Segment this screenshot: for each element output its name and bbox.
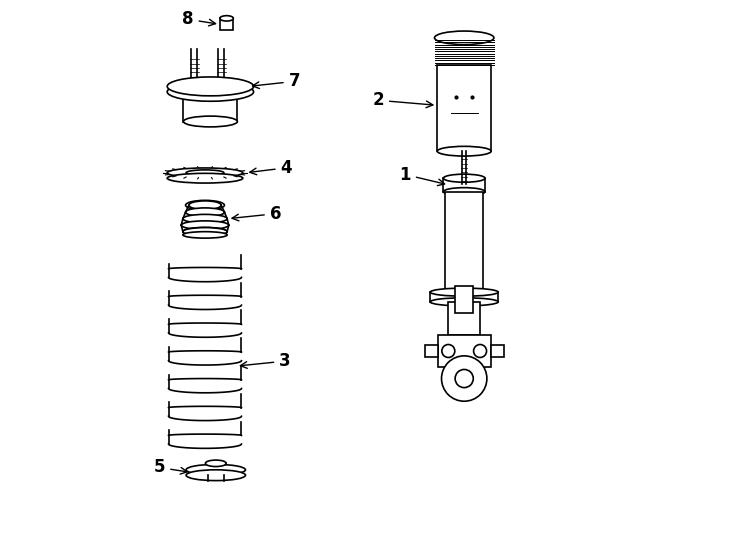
Ellipse shape (443, 187, 485, 195)
Bar (437, 335, 490, 367)
Bar (437, 65, 491, 151)
Text: 6: 6 (232, 205, 281, 222)
Ellipse shape (167, 168, 243, 178)
Ellipse shape (183, 214, 227, 223)
Ellipse shape (430, 288, 498, 296)
Ellipse shape (183, 232, 227, 238)
Ellipse shape (435, 31, 494, 44)
Ellipse shape (189, 201, 221, 210)
Ellipse shape (181, 221, 229, 230)
Ellipse shape (430, 298, 498, 306)
Ellipse shape (443, 174, 485, 183)
Bar (446, 192, 483, 297)
Ellipse shape (167, 82, 254, 102)
Ellipse shape (186, 464, 245, 475)
Bar (455, 286, 473, 313)
Ellipse shape (186, 470, 245, 481)
Circle shape (442, 345, 455, 357)
Bar (490, 345, 504, 357)
Circle shape (473, 345, 487, 357)
Bar (443, 178, 485, 192)
Ellipse shape (186, 208, 225, 217)
Ellipse shape (167, 77, 254, 96)
Bar (430, 292, 498, 302)
Bar (220, 18, 233, 30)
Text: 7: 7 (252, 72, 300, 90)
Text: 1: 1 (399, 166, 445, 186)
Ellipse shape (183, 227, 227, 236)
Circle shape (442, 356, 487, 401)
Ellipse shape (206, 460, 226, 467)
Ellipse shape (184, 116, 237, 127)
Text: 8: 8 (182, 10, 216, 28)
Ellipse shape (186, 200, 225, 210)
Bar (448, 302, 480, 335)
Text: 5: 5 (153, 458, 187, 476)
Bar (424, 345, 437, 357)
Text: 4: 4 (250, 159, 292, 177)
Ellipse shape (437, 146, 491, 156)
Text: 3: 3 (240, 352, 291, 370)
Bar (184, 92, 237, 122)
Text: 2: 2 (372, 91, 433, 109)
Ellipse shape (183, 228, 227, 235)
Circle shape (455, 369, 473, 388)
Ellipse shape (167, 173, 243, 183)
Ellipse shape (220, 16, 233, 21)
Ellipse shape (186, 170, 224, 176)
